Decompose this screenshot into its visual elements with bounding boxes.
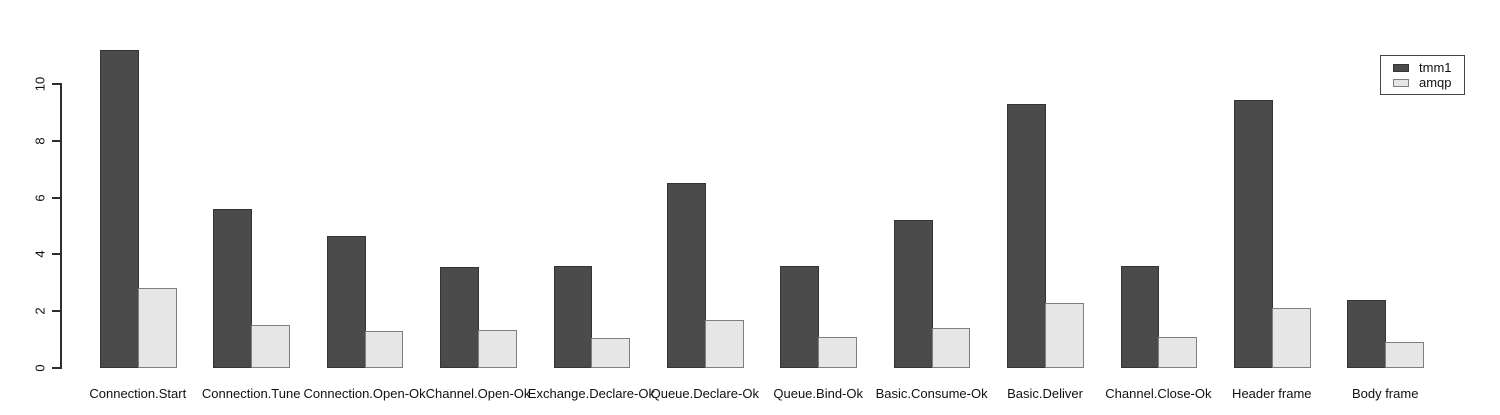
y-axis bbox=[60, 83, 62, 369]
x-axis-label: Header frame bbox=[1232, 386, 1312, 401]
bar-amqp-Exchange.Declare-Ok bbox=[591, 338, 631, 368]
y-tick-label: 6 bbox=[32, 193, 48, 202]
bar-tmm1-Queue.Declare-Ok bbox=[667, 183, 706, 368]
bar-amqp-Body frame bbox=[1385, 342, 1424, 368]
x-axis-label: Connection.Start bbox=[89, 386, 187, 401]
legend-item-tmm1: tmm1 bbox=[1393, 59, 1464, 75]
bar-tmm1-Channel.Open-Ok bbox=[440, 267, 479, 368]
bar-amqp-Basic.Consume-Ok bbox=[931, 328, 971, 368]
y-tick-label: 10 bbox=[32, 76, 48, 92]
bar-amqp-Channel.Open-Ok bbox=[478, 329, 517, 368]
y-axis-tick bbox=[52, 367, 60, 369]
bar-tmm1-Queue.Bind-Ok bbox=[780, 265, 820, 368]
legend-label-tmm1: tmm1 bbox=[1419, 59, 1452, 75]
x-axis-label: Queue.Bind-Ok bbox=[773, 386, 863, 401]
bar-amqp-Channel.Close-Ok bbox=[1158, 336, 1198, 368]
legend-item-amqp: amqp bbox=[1393, 74, 1464, 90]
bar-amqp-Basic.Deliver bbox=[1045, 302, 1084, 368]
legend-swatch-tmm1 bbox=[1393, 63, 1409, 72]
bar-tmm1-Basic.Consume-Ok bbox=[893, 220, 933, 368]
x-axis-label: Basic.Deliver bbox=[1007, 386, 1083, 401]
bar-tmm1-Header frame bbox=[1234, 99, 1273, 368]
x-axis-label: Connection.Tune bbox=[201, 386, 301, 401]
bar-tmm1-Body frame bbox=[1347, 299, 1387, 368]
bar-amqp-Header frame bbox=[1271, 308, 1311, 368]
bar-amqp-Connection.Open-Ok bbox=[364, 331, 404, 368]
y-axis-tick bbox=[52, 83, 60, 85]
y-tick-label: 8 bbox=[32, 137, 48, 145]
x-axis-label: Channel.Close-Ok bbox=[1105, 386, 1212, 401]
bar-tmm1-Connection.Start bbox=[100, 49, 139, 368]
bar-tmm1-Exchange.Declare-Ok bbox=[553, 265, 593, 368]
bar-tmm1-Channel.Close-Ok bbox=[1120, 265, 1160, 368]
bar-tmm1-Connection.Open-Ok bbox=[326, 235, 366, 368]
x-axis-label: Channel.Open-Ok bbox=[425, 386, 531, 401]
legend: tmm1 amqp bbox=[1380, 55, 1465, 95]
y-tick-label: 0 bbox=[32, 364, 48, 372]
bar-amqp-Connection.Start bbox=[137, 288, 177, 368]
legend-label-amqp: amqp bbox=[1419, 74, 1452, 90]
bar-tmm1-Basic.Deliver bbox=[1007, 103, 1046, 368]
bar-amqp-Queue.Bind-Ok bbox=[818, 336, 857, 368]
bar-amqp-Connection.Tune bbox=[251, 325, 290, 368]
x-axis-label: Basic.Consume-Ok bbox=[875, 386, 988, 401]
x-axis-label: Body frame bbox=[1351, 386, 1419, 401]
bar-tmm1-Connection.Tune bbox=[213, 208, 253, 368]
y-tick-label: 4 bbox=[32, 250, 48, 259]
x-axis-label: Connection.Open-Ok bbox=[303, 386, 426, 401]
y-axis-tick bbox=[52, 196, 60, 199]
bar-amqp-Queue.Declare-Ok bbox=[704, 319, 744, 368]
x-axis-label: Exchange.Declare-Ok bbox=[527, 386, 655, 401]
legend-swatch-amqp bbox=[1393, 78, 1409, 87]
y-axis-tick bbox=[52, 253, 60, 256]
y-axis-tick bbox=[52, 310, 60, 313]
y-axis-tick bbox=[52, 139, 60, 142]
y-tick-label: 2 bbox=[32, 307, 48, 315]
x-axis-label: Queue.Declare-Ok bbox=[650, 386, 759, 401]
